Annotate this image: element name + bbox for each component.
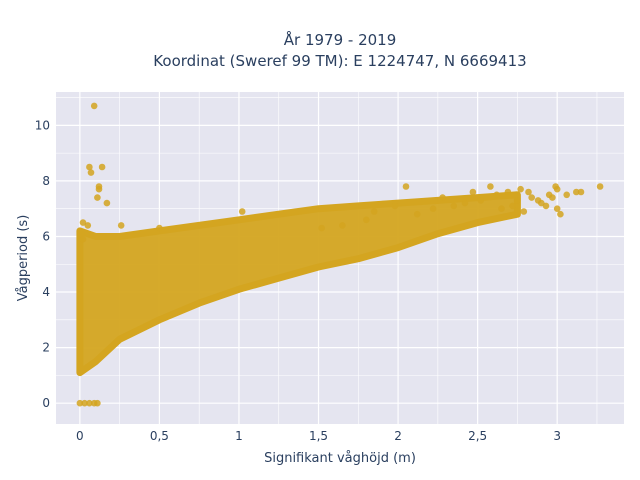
data-point xyxy=(76,399,84,407)
data-point xyxy=(557,210,564,218)
data-point xyxy=(94,194,101,201)
x-tick-label: 0 xyxy=(76,429,84,443)
data-point xyxy=(86,399,93,407)
x-tick-label: 2,5 xyxy=(468,429,487,443)
chart-title-line-1: År 1979 - 2019 xyxy=(284,30,397,49)
data-point xyxy=(103,199,111,207)
x-tick-label: 1 xyxy=(235,429,243,443)
x-tick-label: 3 xyxy=(553,429,561,443)
data-point xyxy=(525,188,532,196)
data-point xyxy=(339,222,346,229)
data-point xyxy=(509,202,516,210)
data-point xyxy=(549,194,556,201)
data-point xyxy=(520,208,528,215)
x-axis-title: Signifikant våghöjd (m) xyxy=(264,451,416,466)
data-point xyxy=(477,197,485,204)
data-point xyxy=(363,216,370,224)
data-point xyxy=(429,205,437,212)
data-point xyxy=(318,224,326,232)
data-point xyxy=(577,188,585,196)
x-tick-label: 2 xyxy=(394,429,402,443)
y-tick-label: 6 xyxy=(42,229,50,243)
data-point xyxy=(498,205,505,212)
y-tick-label: 2 xyxy=(42,341,50,355)
data-point xyxy=(487,183,494,190)
chart-title-line-2: Koordinat (Sweref 99 TM): E 1224747, N 6… xyxy=(153,52,526,70)
data-point xyxy=(553,185,561,193)
x-tick-label: 0,5 xyxy=(150,429,169,443)
data-point xyxy=(553,205,561,212)
data-point xyxy=(117,222,125,229)
data-point xyxy=(156,224,163,232)
data-point xyxy=(79,219,87,226)
data-point xyxy=(493,191,501,199)
data-point xyxy=(504,188,512,196)
data-point xyxy=(238,208,246,215)
data-point xyxy=(439,194,446,201)
data-point xyxy=(517,185,524,193)
data-point xyxy=(86,163,93,171)
data-point xyxy=(450,202,458,210)
data-point xyxy=(542,202,550,210)
data-points xyxy=(76,102,604,407)
y-axis-ticks: 0 2 4 6 8 10 xyxy=(35,118,50,410)
data-point xyxy=(87,169,95,176)
data-point xyxy=(94,399,101,407)
data-point xyxy=(95,185,103,193)
data-point xyxy=(413,210,421,218)
data-point xyxy=(528,194,535,201)
data-point xyxy=(596,183,604,190)
y-axis-title: Vågperiod (s) xyxy=(16,215,31,302)
data-point xyxy=(461,199,469,207)
main-point-cloud xyxy=(76,191,521,377)
data-point xyxy=(391,202,399,210)
data-point xyxy=(469,188,477,196)
data-point xyxy=(84,222,92,229)
x-axis-ticks: 0 0,5 1 1,5 2 2,5 3 xyxy=(76,429,561,443)
data-point xyxy=(370,208,378,215)
data-point xyxy=(514,197,521,204)
data-point xyxy=(90,102,98,110)
data-point xyxy=(402,183,410,190)
data-point xyxy=(81,399,88,407)
data-point xyxy=(79,235,87,243)
y-tick-label: 10 xyxy=(35,118,50,132)
data-point xyxy=(573,188,580,196)
y-tick-label: 8 xyxy=(42,174,50,188)
y-tick-label: 4 xyxy=(42,285,50,299)
x-tick-label: 1,5 xyxy=(309,429,328,443)
data-point xyxy=(563,191,570,199)
y-tick-label: 0 xyxy=(42,396,50,410)
data-point xyxy=(98,163,106,171)
point-cloud-area xyxy=(76,191,521,377)
